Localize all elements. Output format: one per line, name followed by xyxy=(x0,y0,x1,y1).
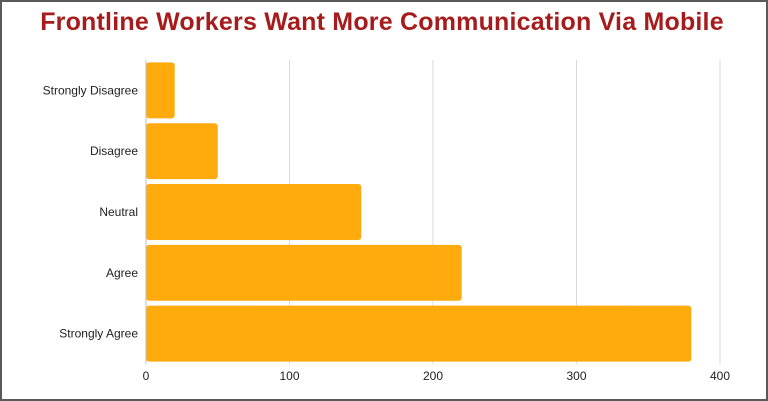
category-label: Strongly Agree xyxy=(59,327,138,341)
category-label: Strongly Disagree xyxy=(43,83,139,97)
chart-title: Frontline Workers Want More Communicatio… xyxy=(40,8,724,36)
bar xyxy=(146,244,462,301)
x-tick-label: 100 xyxy=(279,369,299,383)
bar xyxy=(146,305,692,362)
x-tick-label: 300 xyxy=(566,369,586,383)
bar xyxy=(146,62,175,119)
bar xyxy=(146,184,362,240)
x-tick-label: 0 xyxy=(143,369,150,383)
bar xyxy=(146,123,218,180)
category-label: Disagree xyxy=(90,144,138,158)
category-label: Agree xyxy=(106,266,138,280)
x-tick-label: 400 xyxy=(710,369,730,383)
x-tick-label: 200 xyxy=(423,369,443,383)
category-label: Neutral xyxy=(99,205,138,219)
